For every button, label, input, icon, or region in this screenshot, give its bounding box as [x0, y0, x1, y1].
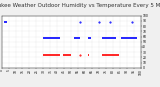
- Text: Milwaukee Weather Outdoor Humidity vs Temperature Every 5 Minutes: Milwaukee Weather Outdoor Humidity vs Te…: [0, 3, 160, 8]
